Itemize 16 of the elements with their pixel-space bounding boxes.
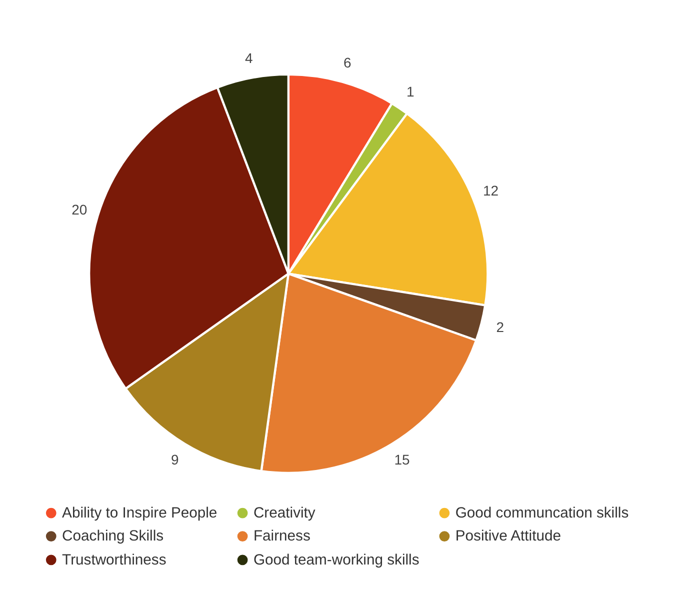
data-label: 15 [394, 452, 410, 468]
legend-label: Positive Attitude [455, 528, 561, 545]
legend-label: Good communcation skills [455, 505, 629, 522]
legend-label: Creativity [253, 505, 316, 522]
data-label: 20 [72, 201, 88, 218]
legend-label: Ability to Inspire People [62, 505, 218, 522]
data-label: 6 [343, 54, 352, 71]
legend-label: Coaching Skills [62, 528, 164, 545]
legend-label: Fairness [253, 528, 310, 545]
data-label: 2 [496, 319, 504, 336]
data-label: 9 [171, 452, 180, 468]
data-label: 12 [483, 182, 499, 199]
data-label: 4 [244, 50, 253, 66]
legend-label: Trustworthiness [62, 552, 166, 568]
data-label: 1 [406, 84, 414, 100]
legend-label: Good team-working skills [253, 552, 420, 568]
